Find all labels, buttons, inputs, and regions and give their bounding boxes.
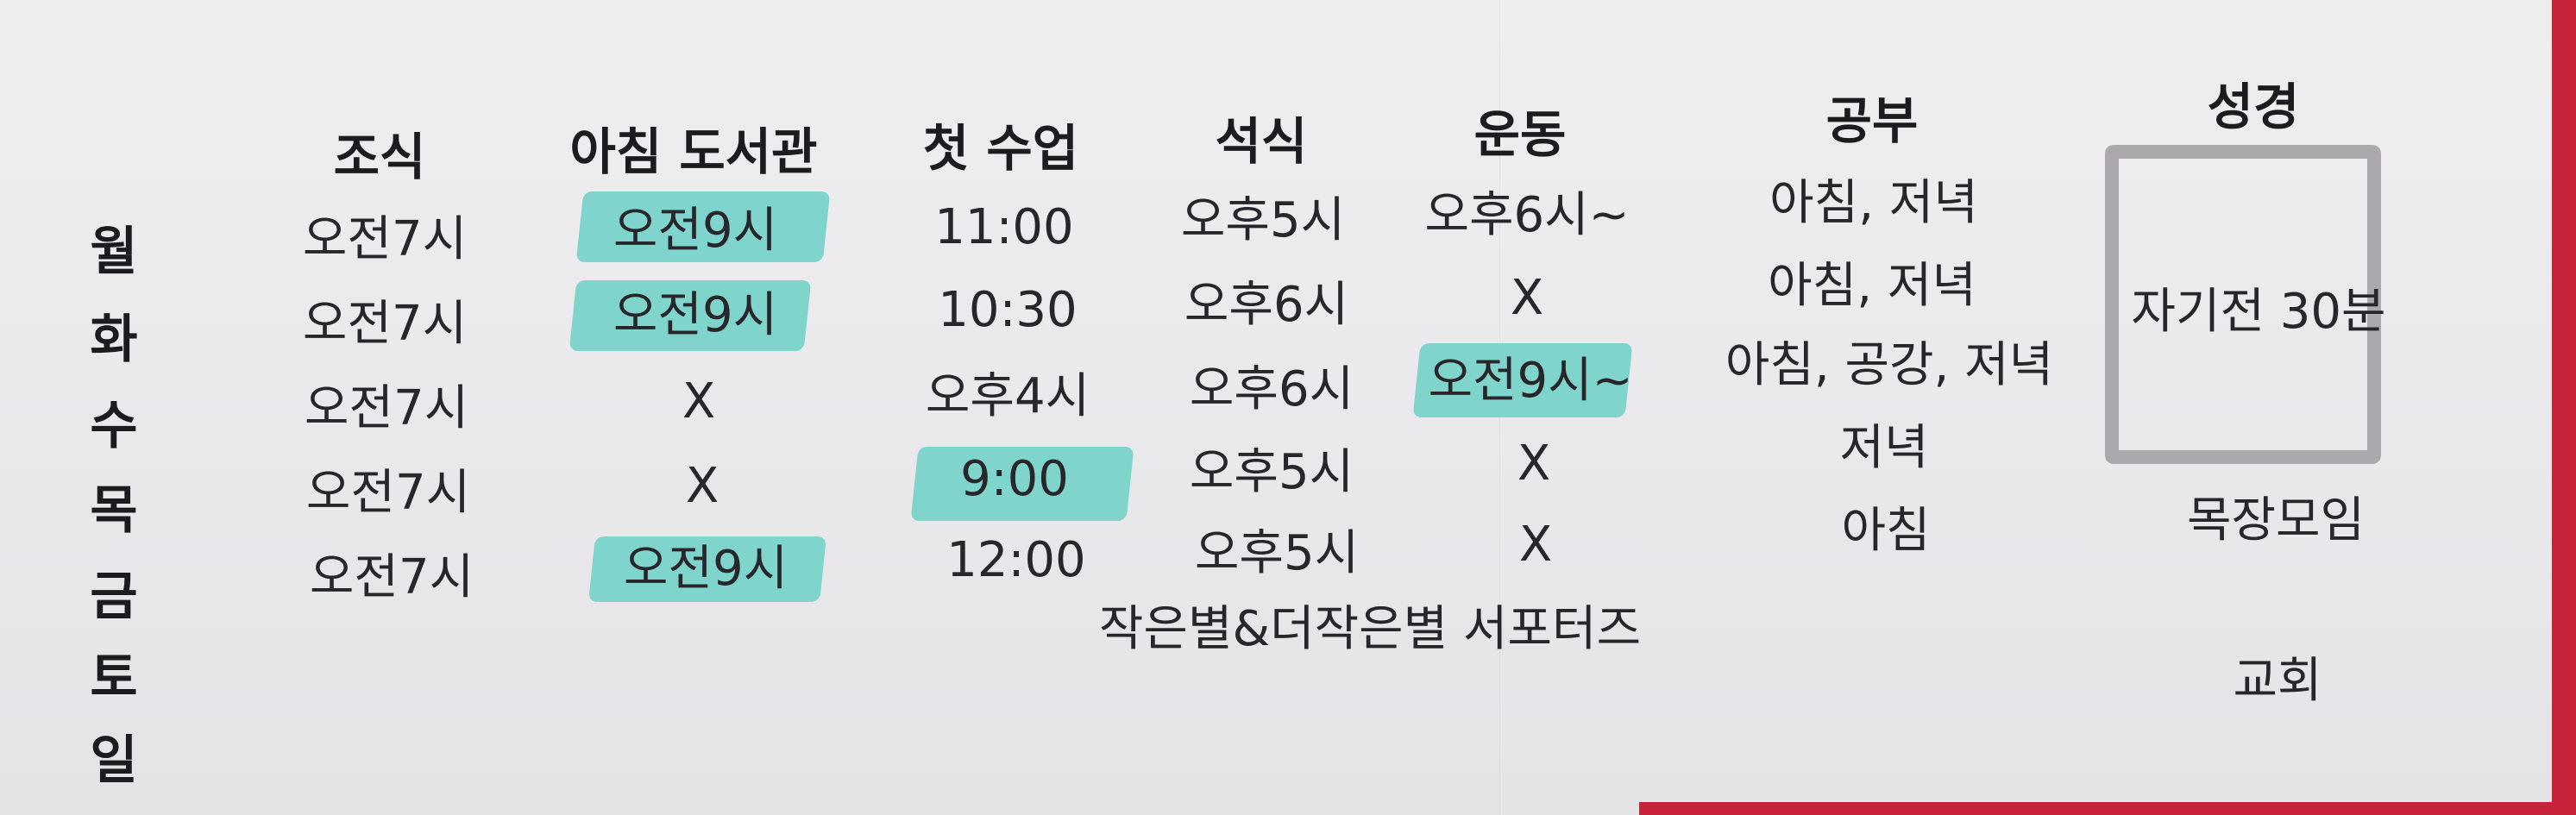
bible-note: 자기전 30분: [2131, 284, 2386, 340]
day-label-mon: 월: [90, 222, 138, 282]
cell-thu-breakfast: 오전7시: [305, 465, 471, 521]
cell-wed-exercise: 오전9시~: [1428, 353, 1633, 409]
red-edge-bottom: [1639, 802, 2576, 815]
day-label-thu: 목: [90, 480, 138, 541]
header-dinner: 석식: [1215, 112, 1308, 171]
cell-fri-library: 오전9시: [623, 541, 789, 597]
day-label-sat: 토: [90, 648, 138, 708]
cell-mon-first-class: 11:00: [934, 199, 1074, 255]
cell-wed-study: 아침, 공강, 저녁: [1725, 337, 2054, 393]
day-label-fri: 금: [90, 567, 138, 627]
cell-wed-library: X: [682, 373, 716, 429]
cell-thu-exercise: X: [1517, 436, 1551, 492]
cell-wed-dinner: 오후6시: [1189, 361, 1354, 417]
day-label-tue: 화: [90, 310, 138, 370]
cell-mon-breakfast: 오전7시: [302, 211, 468, 267]
cell-fri-breakfast: 오전7시: [309, 549, 474, 605]
cell-wed-breakfast: 오전7시: [304, 380, 469, 436]
cell-tue-first-class: 10:30: [938, 282, 1078, 338]
header-bible: 성경: [2207, 78, 2300, 136]
cell-tue-breakfast: 오전7시: [302, 296, 468, 352]
saturday-note: 작은별&더작은별 서포터즈: [1098, 601, 1642, 657]
cell-tue-library: 오전9시: [613, 287, 778, 343]
header-library: 아침 도서관: [569, 122, 818, 181]
cell-mon-exercise: 오후6시~: [1424, 187, 1630, 243]
header-first-class: 첫 수업: [922, 119, 1079, 178]
header-breakfast: 조식: [333, 128, 426, 186]
cell-fri-first-class: 12:00: [946, 532, 1086, 588]
cell-mon-study: 아침, 저녁: [1769, 175, 1978, 231]
day-label-sun: 일: [90, 730, 138, 791]
cell-thu-first-class: 9:00: [960, 451, 1069, 507]
cell-thu-study: 저녁: [1839, 420, 1929, 476]
cell-thu-dinner: 오후5시: [1189, 444, 1354, 500]
day-label-wed: 수: [90, 396, 138, 456]
cell-group-note: 목장모임: [2186, 492, 2366, 549]
cell-mon-library: 오전9시: [613, 203, 778, 259]
cell-fri-study: 아침: [1841, 503, 1931, 559]
bible-box: [2105, 145, 2381, 464]
header-exercise: 운동: [1473, 105, 1567, 164]
header-study: 공부: [1825, 91, 1919, 150]
cell-fri-exercise: X: [1518, 517, 1553, 573]
cell-mon-dinner: 오후5시: [1180, 192, 1346, 248]
cell-fri-dinner: 오후5시: [1194, 525, 1360, 581]
cell-tue-exercise: X: [1510, 270, 1544, 326]
cell-wed-first-class: 오후4시: [925, 368, 1090, 424]
red-edge: [2552, 0, 2576, 815]
sunday-note: 교회: [2233, 653, 2322, 709]
cell-tue-study: 아침, 저녁: [1768, 258, 1976, 314]
cell-thu-library: X: [685, 458, 719, 514]
cell-tue-dinner: 오후6시: [1184, 277, 1349, 333]
